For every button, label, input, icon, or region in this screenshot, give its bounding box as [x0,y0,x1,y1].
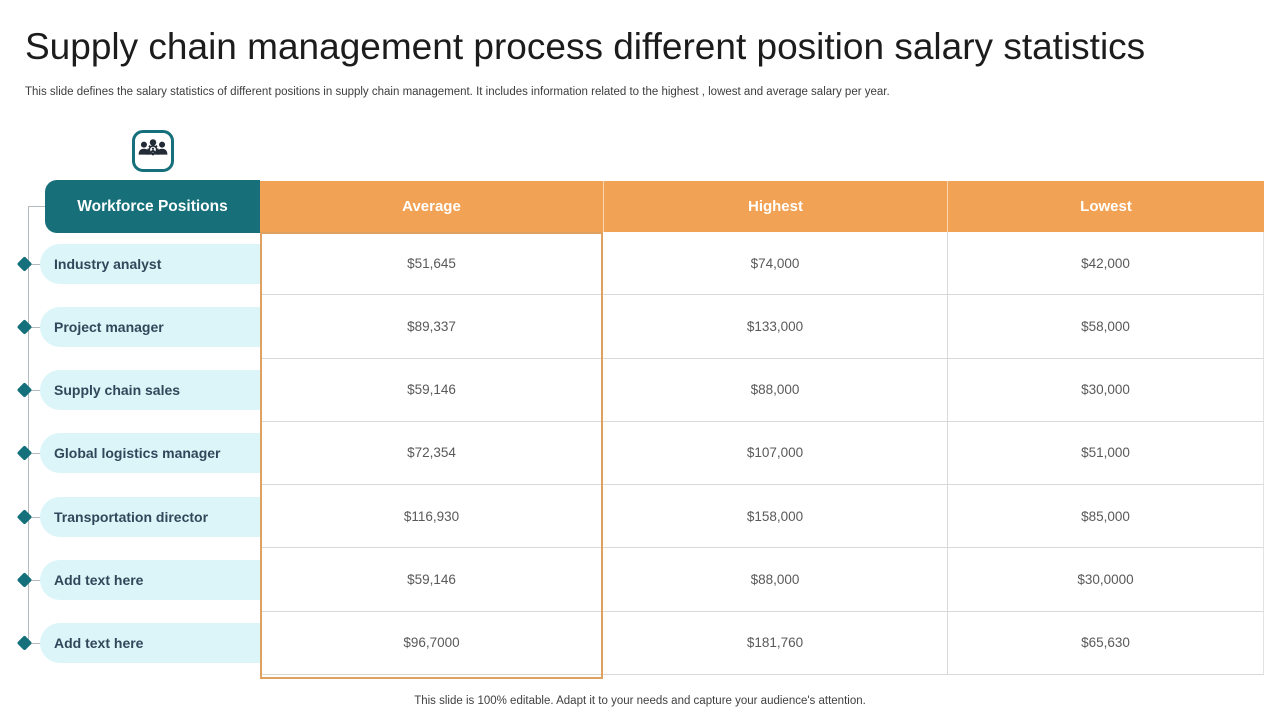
connector-header-stub [28,206,45,207]
cell-lowest: $30,0000 [947,548,1264,612]
cell-average: $59,146 [260,548,603,612]
row-marker-rail [0,232,41,675]
position-pill: Global logistics manager [40,433,260,474]
connector-stub [28,390,41,392]
cell-highest: $133,000 [603,295,947,359]
row-marker [0,548,41,611]
table-row-label: Transportation director [40,485,260,548]
table-row-label: Global logistics manager [40,422,260,485]
column-header-average: Average [260,181,603,232]
team-gear-icon [138,134,168,169]
diamond-bullet-icon [16,255,33,272]
position-pill: Transportation director [40,496,260,537]
cell-lowest: $51,000 [947,421,1264,486]
position-pill: Project manager [40,306,260,347]
diamond-bullet-icon [16,319,33,335]
cell-average: $59,146 [260,359,603,422]
row-marker [0,232,41,295]
cell-highest: $158,000 [603,485,947,549]
connector-stub [28,643,41,645]
position-labels-column: Industry analyst Project manager Supply … [40,232,260,675]
page-title: Supply chain management process differen… [25,26,1146,67]
row-marker [0,612,41,675]
connector-stub [28,453,41,455]
cell-lowest: $85,000 [947,485,1264,549]
connector-stub [28,516,41,518]
diamond-bullet-icon [16,382,33,398]
position-pill: Industry analyst [40,243,260,284]
diamond-bullet-icon [16,509,33,525]
connector-vertical-line [28,207,29,645]
column-header-lowest: Lowest [947,181,1264,232]
table-row-label: Supply chain sales [40,359,260,422]
cell-highest: $107,000 [603,422,947,486]
cell-lowest: $42,000 [947,232,1264,296]
table-row-label: Industry analyst [40,232,260,295]
connector-stub [28,263,41,265]
column-header-workforce-positions: Workforce Positions [45,180,260,233]
position-pill: Supply chain sales [40,370,260,411]
cell-average: $96,7000 [260,612,603,675]
table-row-label: Add text here [40,548,260,611]
cell-highest: $74,000 [603,232,947,296]
connector-stub [28,326,41,328]
slide-subtitle: This slide defines the salary statistics… [25,86,890,98]
cell-lowest: $65,630 [947,611,1264,675]
salary-table-body: $51,645 $74,000 $42,000 $89,337 $133,000… [260,232,1264,675]
diamond-bullet-icon [16,572,33,588]
connector-stub [28,580,41,582]
position-pill: Add text here [40,623,260,664]
cell-lowest: $58,000 [947,295,1264,359]
cell-lowest: $30,000 [947,358,1264,422]
cell-average: $72,354 [260,422,603,486]
column-header-highest: Highest [603,181,947,232]
cell-highest: $88,000 [603,359,947,422]
table-row-label: Project manager [40,295,260,358]
row-marker [0,485,41,548]
diamond-bullet-icon [16,445,33,462]
workforce-icon-frame [132,130,174,172]
cell-average: $51,645 [260,232,603,296]
row-marker [0,422,41,485]
diamond-bullet-icon [16,635,33,652]
row-marker [0,359,41,422]
cell-highest: $181,760 [603,612,947,675]
position-pill: Add text here [40,560,260,601]
table-row-label: Add text here [40,612,260,675]
cell-average: $116,930 [260,485,603,549]
cell-highest: $88,000 [603,548,947,612]
row-marker [0,295,41,358]
cell-average: $89,337 [260,295,603,359]
slide-footer-note: This slide is 100% editable. Adapt it to… [414,695,866,707]
